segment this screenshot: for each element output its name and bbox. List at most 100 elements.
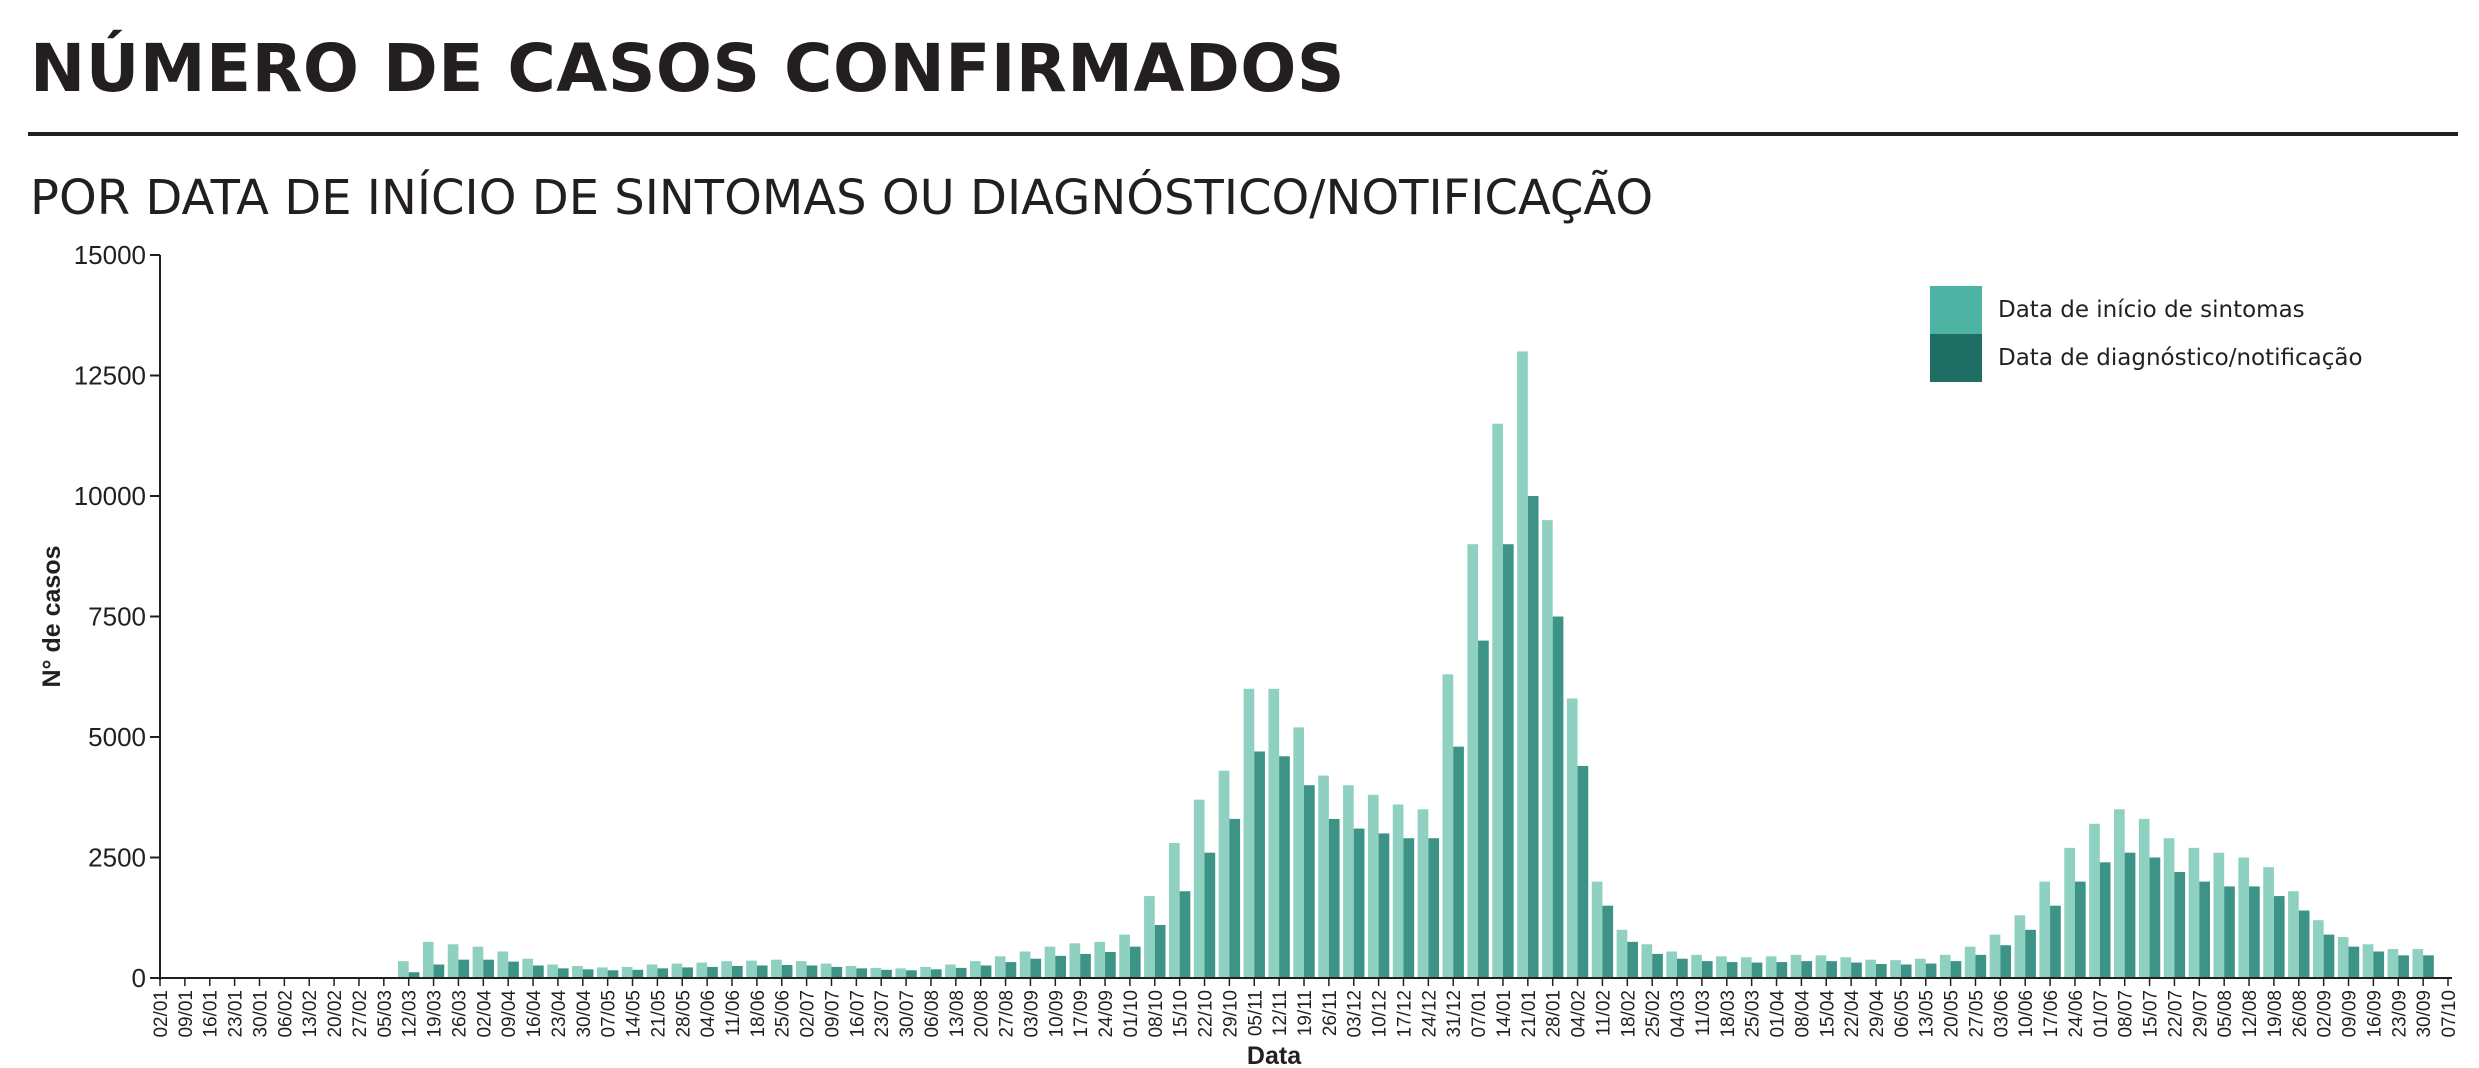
x-tick-label: 26/08 — [2290, 990, 2311, 1038]
symptoms-bar — [472, 946, 484, 978]
x-tick-label: 25/06 — [773, 990, 794, 1038]
symptoms-bar — [1094, 941, 1106, 978]
symptoms-bar — [671, 963, 683, 978]
symptoms-bar — [2064, 847, 2075, 978]
x-tick-label: 26/11 — [1320, 990, 1341, 1036]
x-tick-label: 20/08 — [972, 990, 993, 1038]
symptoms-bar — [970, 961, 981, 978]
x-tick-label: 24/12 — [1419, 990, 1440, 1038]
symptoms-bar — [1168, 843, 1180, 978]
legend: Data de início de sintomas Data de diagn… — [1930, 286, 2363, 382]
symptoms-bar — [1417, 809, 1429, 978]
diagnosis-bar — [1776, 962, 1788, 978]
title-divider — [28, 132, 2458, 136]
x-tick-label: 22/10 — [1196, 990, 1217, 1038]
chart-title: NÚMERO DE CASOS CONFIRMADOS — [30, 30, 1345, 107]
y-tick-label: 0 — [132, 963, 146, 993]
symptoms-bar — [596, 967, 608, 978]
diagnosis-bar — [930, 969, 942, 978]
legend-label-symptoms: Data de início de sintomas — [1998, 297, 2305, 323]
x-tick-label: 01/07 — [2091, 990, 2112, 1038]
x-tick-label: 27/08 — [997, 990, 1018, 1038]
symptoms-bar — [1367, 794, 1379, 978]
x-tick-label: 11/06 — [723, 990, 744, 1036]
symptoms-bar — [696, 962, 708, 978]
symptoms-bar — [1641, 944, 1653, 978]
x-tick-label: 05/11 — [1245, 990, 1266, 1036]
symptoms-bar — [497, 951, 509, 978]
x-tick-label: 04/02 — [1569, 990, 1590, 1038]
x-tick-label: 20/05 — [1942, 990, 1963, 1038]
diagnosis-bar — [707, 966, 718, 978]
x-tick-label: 07/05 — [599, 990, 620, 1038]
diagnosis-bar — [1030, 958, 1042, 978]
x-tick-label: 08/10 — [1146, 990, 1167, 1038]
x-tick-label: 11/02 — [1593, 990, 1614, 1036]
diagnosis-bar — [1826, 961, 1837, 978]
x-tick-label: 23/07 — [872, 990, 893, 1038]
x-tick-label: 16/09 — [2364, 990, 2385, 1038]
diagnosis-bar — [2074, 881, 2086, 978]
symptoms-bar — [746, 960, 757, 978]
x-tick-label: 02/01 — [151, 990, 172, 1038]
x-tick-label: 14/01 — [1494, 990, 1515, 1038]
diagnosis-bar — [1229, 818, 1241, 978]
diagnosis-bar — [756, 965, 768, 978]
x-tick-label: 04/03 — [1668, 990, 1689, 1038]
x-tick-label: 08/07 — [2116, 990, 2137, 1038]
x-tick-label: 01/10 — [1121, 990, 1142, 1038]
symptoms-bar — [895, 968, 907, 978]
x-tick-label: 17/06 — [2041, 990, 2062, 1038]
x-tick-label: 15/04 — [1817, 990, 1838, 1038]
diagnosis-bar — [1080, 953, 1091, 978]
x-tick-label: 30/01 — [250, 990, 271, 1038]
diagnosis-bar — [1105, 951, 1116, 978]
diagnosis-bar — [2224, 886, 2235, 978]
symptoms-bar — [2089, 823, 2100, 978]
symptoms-bar — [1616, 929, 1628, 978]
diagnosis-bar — [1751, 962, 1763, 978]
diagnosis-bar — [1005, 962, 1017, 978]
x-tick-label: 10/09 — [1046, 990, 1067, 1038]
diagnosis-bar — [1726, 962, 1738, 978]
diagnosis-bar — [1652, 953, 1663, 978]
symptoms-bar — [1740, 957, 1752, 978]
x-tick-label: 03/12 — [1345, 990, 1366, 1038]
symptoms-bar — [572, 965, 583, 978]
x-tick-label: 22/04 — [1842, 990, 1863, 1038]
x-tick-label: 19/03 — [425, 990, 446, 1038]
diagnosis-bar — [2348, 946, 2360, 978]
x-tick-label: 16/01 — [201, 990, 222, 1038]
y-tick-label: 5000 — [88, 722, 146, 752]
symptoms-bar — [1044, 946, 1056, 978]
diagnosis-bar — [1801, 961, 1813, 978]
diagnosis-bar — [657, 968, 669, 978]
diagnosis-bar — [557, 968, 569, 978]
legend-item-diagnosis: Data de diagnóstico/notificação — [1930, 334, 2363, 382]
diagnosis-bar — [1950, 961, 1962, 978]
symptoms-bar — [2362, 944, 2374, 978]
diagnosis-bar — [856, 968, 868, 978]
x-tick-label: 19/08 — [2265, 990, 2286, 1038]
symptoms-bar — [621, 966, 633, 978]
x-tick-label: 30/07 — [897, 990, 918, 1038]
x-tick-label: 08/04 — [1792, 990, 1813, 1038]
x-tick-label: 25/03 — [1743, 990, 1764, 1038]
x-tick-label: 26/03 — [449, 990, 470, 1038]
symptoms-bar — [2412, 949, 2424, 978]
x-tick-label: 07/01 — [1469, 990, 1490, 1038]
symptoms-bar — [1442, 674, 1454, 978]
symptoms-bar — [845, 965, 857, 978]
diagnosis-bar — [2000, 945, 2012, 978]
diagnosis-bar — [632, 969, 644, 978]
x-tick-label: 29/04 — [1867, 990, 1888, 1038]
diagnosis-bar — [1453, 746, 1464, 978]
diagnosis-bar — [2050, 905, 2061, 978]
diagnosis-bar — [1279, 756, 1290, 978]
diagnosis-bar — [533, 965, 544, 978]
diagnosis-bar — [682, 967, 693, 978]
x-tick-label: 02/04 — [474, 990, 495, 1038]
y-tick-label: 12500 — [74, 361, 146, 391]
x-tick-label: 12/03 — [400, 990, 421, 1038]
symptoms-bar — [1865, 959, 1876, 978]
